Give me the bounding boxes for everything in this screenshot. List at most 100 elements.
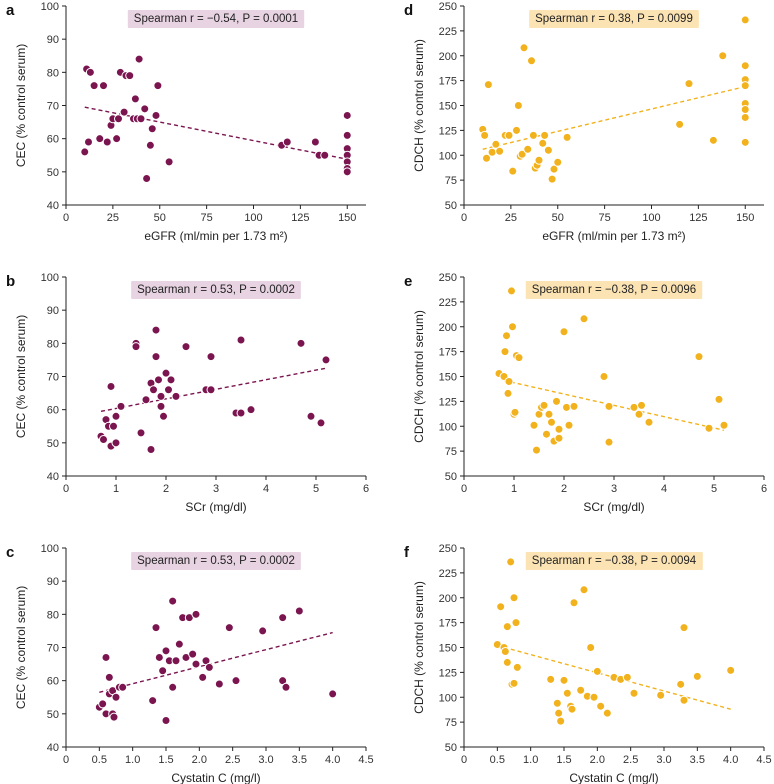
data-point (109, 421, 118, 431)
data-point (527, 56, 536, 66)
data-point (491, 139, 501, 149)
data-point (517, 149, 527, 159)
data-point (506, 557, 516, 567)
x-axis-label: Cystatin C (mg/l) (171, 771, 260, 784)
x-tick-label: 1.0 (523, 754, 538, 766)
x-tick-label: 4.5 (756, 754, 771, 766)
y-tick-label: 60 (47, 134, 59, 146)
x-tick-label: 100 (244, 212, 262, 224)
x-tick-label: 3.5 (292, 754, 307, 766)
stats-annotation-box (529, 10, 699, 28)
data-point (104, 672, 114, 682)
data-point (282, 137, 292, 147)
y-tick-label: 150 (439, 101, 457, 113)
stats-annotation: Spearman r = −0.38, P = 0.0096 (525, 281, 703, 299)
x-axis-label: eGFR (ml/min per 1.73 m²) (542, 229, 685, 243)
data-point (567, 704, 577, 714)
y-tick-label: 50 (47, 438, 59, 450)
x-tick-label: 0 (63, 212, 69, 224)
data-point (191, 609, 201, 619)
x-tick-label: 3 (213, 483, 219, 495)
data-point (111, 411, 121, 421)
data-point (509, 678, 519, 688)
y-tick-label: 125 (439, 667, 457, 679)
data-point (114, 114, 123, 124)
data-point (99, 435, 108, 445)
data-point (579, 585, 589, 595)
y-axis-label: CEC (% control serum) (14, 44, 28, 167)
x-tick-label: 125 (689, 212, 707, 224)
panel-letter: a (6, 2, 15, 19)
y-tick-label: 250 (439, 543, 457, 555)
data-point (679, 695, 689, 705)
y-tick-label: 70 (47, 372, 59, 384)
stats-annotation: Spearman r = −0.38, P = 0.0094 (525, 552, 703, 570)
x-tick-label: 1 (511, 483, 517, 495)
panel-letter: f (404, 544, 410, 561)
y-tick-label: 70 (47, 101, 59, 113)
data-point (111, 692, 121, 702)
stats-annotation-box (127, 10, 305, 28)
x-tick-label: 2.5 (623, 754, 638, 766)
data-point (171, 391, 181, 401)
data-point (142, 173, 152, 183)
y-tick-label: 175 (439, 618, 457, 630)
x-axis-label: Cystatin C (mg/l) (569, 771, 658, 784)
y-tick-label: 125 (439, 396, 457, 408)
stats-annotation: Spearman r = 0.53, P = 0.0002 (131, 281, 301, 299)
y-tick-label: 40 (47, 471, 59, 483)
panel-letter: c (6, 544, 14, 561)
data-point (532, 445, 541, 455)
y-tick-label: 60 (47, 676, 59, 688)
y-tick-label: 50 (445, 742, 457, 754)
y-axis-label: CDCH (% control serum) (412, 581, 426, 714)
data-point (174, 639, 184, 649)
data-point (161, 646, 171, 656)
data-point (296, 338, 306, 348)
data-point (168, 596, 178, 606)
data-point (161, 368, 171, 378)
data-point (507, 286, 516, 296)
stats-annotation-box (131, 552, 301, 570)
data-point (503, 388, 513, 398)
data-point (101, 652, 111, 662)
data-point (740, 137, 750, 147)
x-tick-label: 150 (736, 212, 754, 224)
trend-line (503, 379, 725, 431)
y-tick-label: 90 (47, 576, 59, 588)
data-point (164, 157, 174, 167)
y-tick-label: 100 (41, 272, 59, 284)
x-tick-label: 3.0 (656, 754, 671, 766)
data-point (740, 112, 750, 122)
data-point (544, 409, 554, 419)
data-point (281, 682, 291, 692)
data-point (564, 420, 574, 430)
x-tick-label: 4.5 (358, 754, 373, 766)
data-point (644, 417, 654, 427)
y-tick-label: 200 (439, 322, 457, 334)
data-point (206, 352, 216, 362)
data-point (306, 411, 316, 421)
x-tick-label: 0 (461, 754, 467, 766)
data-point (740, 15, 750, 25)
x-tick-label: 3.0 (258, 754, 273, 766)
data-point (151, 110, 161, 120)
data-point (342, 130, 352, 140)
y-tick-label: 250 (439, 272, 457, 284)
panel-d: 0 25 50 75 100 125 150 50 75 100 125 150 175 200 225 25… (404, 1, 764, 243)
y-tick-label: 200 (439, 593, 457, 605)
x-axis-label: eGFR (ml/min per 1.73 m²) (144, 229, 287, 243)
data-point (679, 623, 689, 633)
y-tick-label: 50 (445, 471, 457, 483)
data-point (502, 657, 512, 667)
data-point (116, 401, 126, 411)
x-tick-label: 3.5 (690, 754, 705, 766)
data-point (629, 402, 639, 412)
data-point (316, 418, 326, 428)
data-point (161, 715, 171, 725)
y-tick-label: 225 (439, 26, 457, 38)
x-tick-label: 3 (611, 483, 617, 495)
data-point (342, 167, 352, 177)
data-point (151, 325, 161, 335)
data-point (529, 420, 539, 430)
